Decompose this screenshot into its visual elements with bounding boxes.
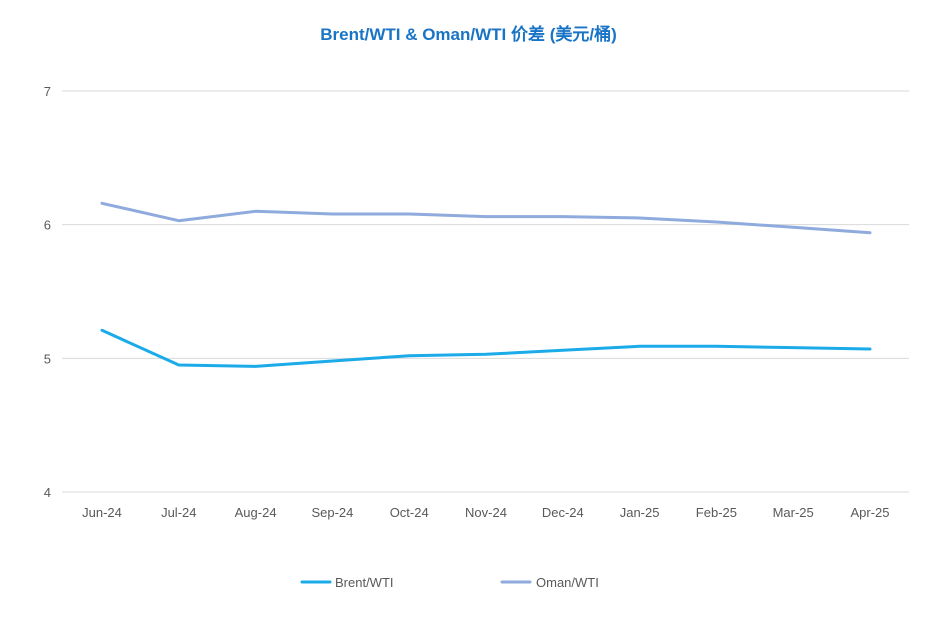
y-tick-label: 7 [44, 84, 51, 99]
x-tick-label: Mar-25 [773, 505, 814, 520]
x-tick-label: Jan-25 [620, 505, 660, 520]
x-tick-label: Feb-25 [696, 505, 737, 520]
x-tick-label: Oct-24 [390, 505, 429, 520]
y-tick-label: 4 [44, 485, 51, 500]
legend-label: Brent/WTI [335, 575, 394, 590]
x-tick-label: Sep-24 [311, 505, 353, 520]
y-tick-label: 5 [44, 351, 51, 366]
legend-label: Oman/WTI [536, 575, 599, 590]
series-line-2 [100, 201, 872, 235]
x-tick-label: Apr-25 [850, 505, 889, 520]
chart-title: Brent/WTI & Oman/WTI 价差 (美元/桶) [320, 25, 617, 44]
x-tick-label: Nov-24 [465, 505, 507, 520]
x-tick-label: Jun-24 [82, 505, 122, 520]
x-tick-label: Aug-24 [235, 505, 277, 520]
x-tick-label: Jul-24 [161, 505, 196, 520]
series-line-1 [100, 328, 872, 368]
x-tick-label: Dec-24 [542, 505, 584, 520]
y-tick-label: 6 [44, 218, 51, 233]
